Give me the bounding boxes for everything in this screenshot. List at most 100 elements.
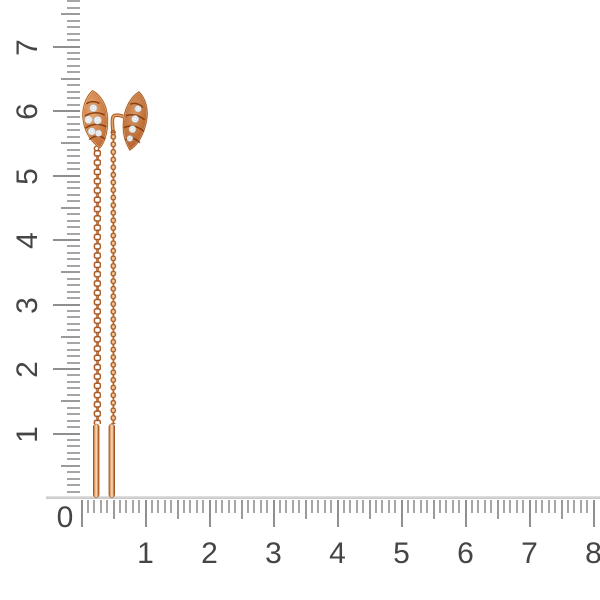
ruler-tick bbox=[323, 499, 326, 513]
ruler-tick bbox=[66, 32, 80, 35]
ruler-tick bbox=[189, 499, 192, 513]
ruler-tick bbox=[387, 499, 390, 513]
ruler-tick bbox=[66, 245, 80, 248]
ruler-tick bbox=[66, 484, 80, 487]
ruler-tick bbox=[586, 499, 589, 513]
ruler-label: 6 bbox=[457, 537, 474, 570]
ruler-tick bbox=[317, 499, 320, 513]
ruler-tick bbox=[362, 499, 365, 513]
ruler-tick bbox=[66, 471, 80, 474]
ruler-tick bbox=[80, 499, 83, 527]
ruler-tick bbox=[61, 271, 80, 274]
ruler-tick bbox=[400, 499, 403, 527]
ruler-tick bbox=[66, 277, 80, 280]
ruler-tick bbox=[451, 499, 454, 513]
ruler-tick bbox=[266, 499, 269, 513]
ruler-tick bbox=[66, 103, 80, 106]
ruler-tick bbox=[61, 335, 80, 338]
ruler-tick bbox=[66, 219, 80, 222]
ruler-tick bbox=[53, 110, 80, 112]
ruler-tick bbox=[419, 499, 422, 513]
ruler-tick bbox=[330, 499, 333, 513]
left-leaf-diamonds bbox=[84, 104, 103, 137]
ruler-tick bbox=[61, 13, 80, 16]
ruler-tick bbox=[528, 499, 531, 527]
ruler-tick bbox=[483, 499, 486, 513]
ruler-tick bbox=[138, 499, 141, 513]
ruler-tick bbox=[272, 499, 275, 527]
ruler-label: 7 bbox=[521, 537, 538, 570]
ruler-tick bbox=[61, 400, 80, 403]
ruler-tick bbox=[157, 499, 160, 513]
ruler-tick bbox=[66, 213, 80, 216]
ruler-tick bbox=[66, 232, 80, 235]
ruler-tick bbox=[214, 499, 217, 513]
ruler-tick bbox=[144, 499, 147, 527]
ruler-tick bbox=[170, 499, 173, 513]
ruler-tick bbox=[221, 499, 224, 513]
ruler-tick bbox=[66, 477, 80, 480]
ruler-tick bbox=[534, 499, 537, 513]
ruler-tick bbox=[310, 499, 313, 513]
ruler-tick bbox=[227, 499, 230, 513]
ruler-label: 8 bbox=[585, 537, 600, 570]
ruler-tick bbox=[259, 499, 262, 513]
right-leaf-outline bbox=[122, 91, 148, 151]
diamond bbox=[134, 105, 142, 113]
ruler-tick bbox=[304, 499, 307, 519]
ruler-tick bbox=[66, 297, 80, 300]
ruler-tick bbox=[61, 206, 80, 209]
diamond bbox=[89, 104, 98, 113]
left-chain bbox=[93, 150, 101, 424]
ruler-tick bbox=[66, 26, 80, 29]
ruler-label: 4 bbox=[329, 537, 346, 570]
ruler-tick bbox=[66, 258, 80, 261]
ruler-tick bbox=[163, 499, 166, 513]
ruler-tick bbox=[66, 64, 80, 67]
diamond bbox=[87, 127, 96, 136]
ruler-tick bbox=[66, 342, 80, 345]
ruler-tick bbox=[66, 348, 80, 351]
ruler-tick bbox=[278, 499, 281, 513]
ruler-tick bbox=[66, 251, 80, 254]
ruler-tick bbox=[66, 0, 80, 3]
ruler-tick bbox=[470, 499, 473, 513]
ruler-tick bbox=[66, 284, 80, 287]
ruler-tick bbox=[66, 193, 80, 196]
ruler-tick bbox=[573, 499, 576, 513]
ruler-tick bbox=[66, 6, 80, 9]
ruler-tick bbox=[66, 393, 80, 396]
ruler-tick bbox=[182, 499, 185, 513]
ruler-tick bbox=[66, 406, 80, 409]
left-threader-bar bbox=[93, 423, 100, 498]
ruler-tick bbox=[53, 368, 80, 370]
ruler-tick bbox=[413, 499, 416, 513]
right-chain bbox=[109, 134, 117, 424]
ruler-tick bbox=[458, 499, 461, 513]
left-leaf-top bbox=[82, 89, 109, 150]
ruler-tick bbox=[66, 116, 80, 119]
ruler-tick bbox=[66, 135, 80, 138]
ruler-tick bbox=[381, 499, 384, 513]
ruler-label: 5 bbox=[393, 537, 410, 570]
ruler-tick bbox=[66, 187, 80, 190]
ruler-tick bbox=[66, 374, 80, 377]
ruler-tick bbox=[106, 499, 109, 513]
ruler-tick bbox=[66, 419, 80, 422]
ruler-tick bbox=[426, 499, 429, 513]
ruler-tick bbox=[579, 499, 582, 513]
ruler-tick bbox=[522, 499, 525, 513]
left-diamond-facets bbox=[86, 106, 101, 136]
ruler-tick bbox=[53, 45, 80, 48]
ruler-label: 1 bbox=[137, 537, 154, 570]
diamond bbox=[94, 129, 103, 137]
ruler-tick bbox=[118, 499, 121, 513]
ruler-tick bbox=[195, 499, 198, 513]
ruler-tick bbox=[490, 499, 493, 513]
ruler-tick bbox=[53, 432, 80, 435]
ruler-tick bbox=[93, 499, 96, 513]
ruler-tick bbox=[66, 58, 80, 61]
ruler-tick bbox=[66, 122, 80, 125]
ruler-tick bbox=[202, 499, 205, 513]
